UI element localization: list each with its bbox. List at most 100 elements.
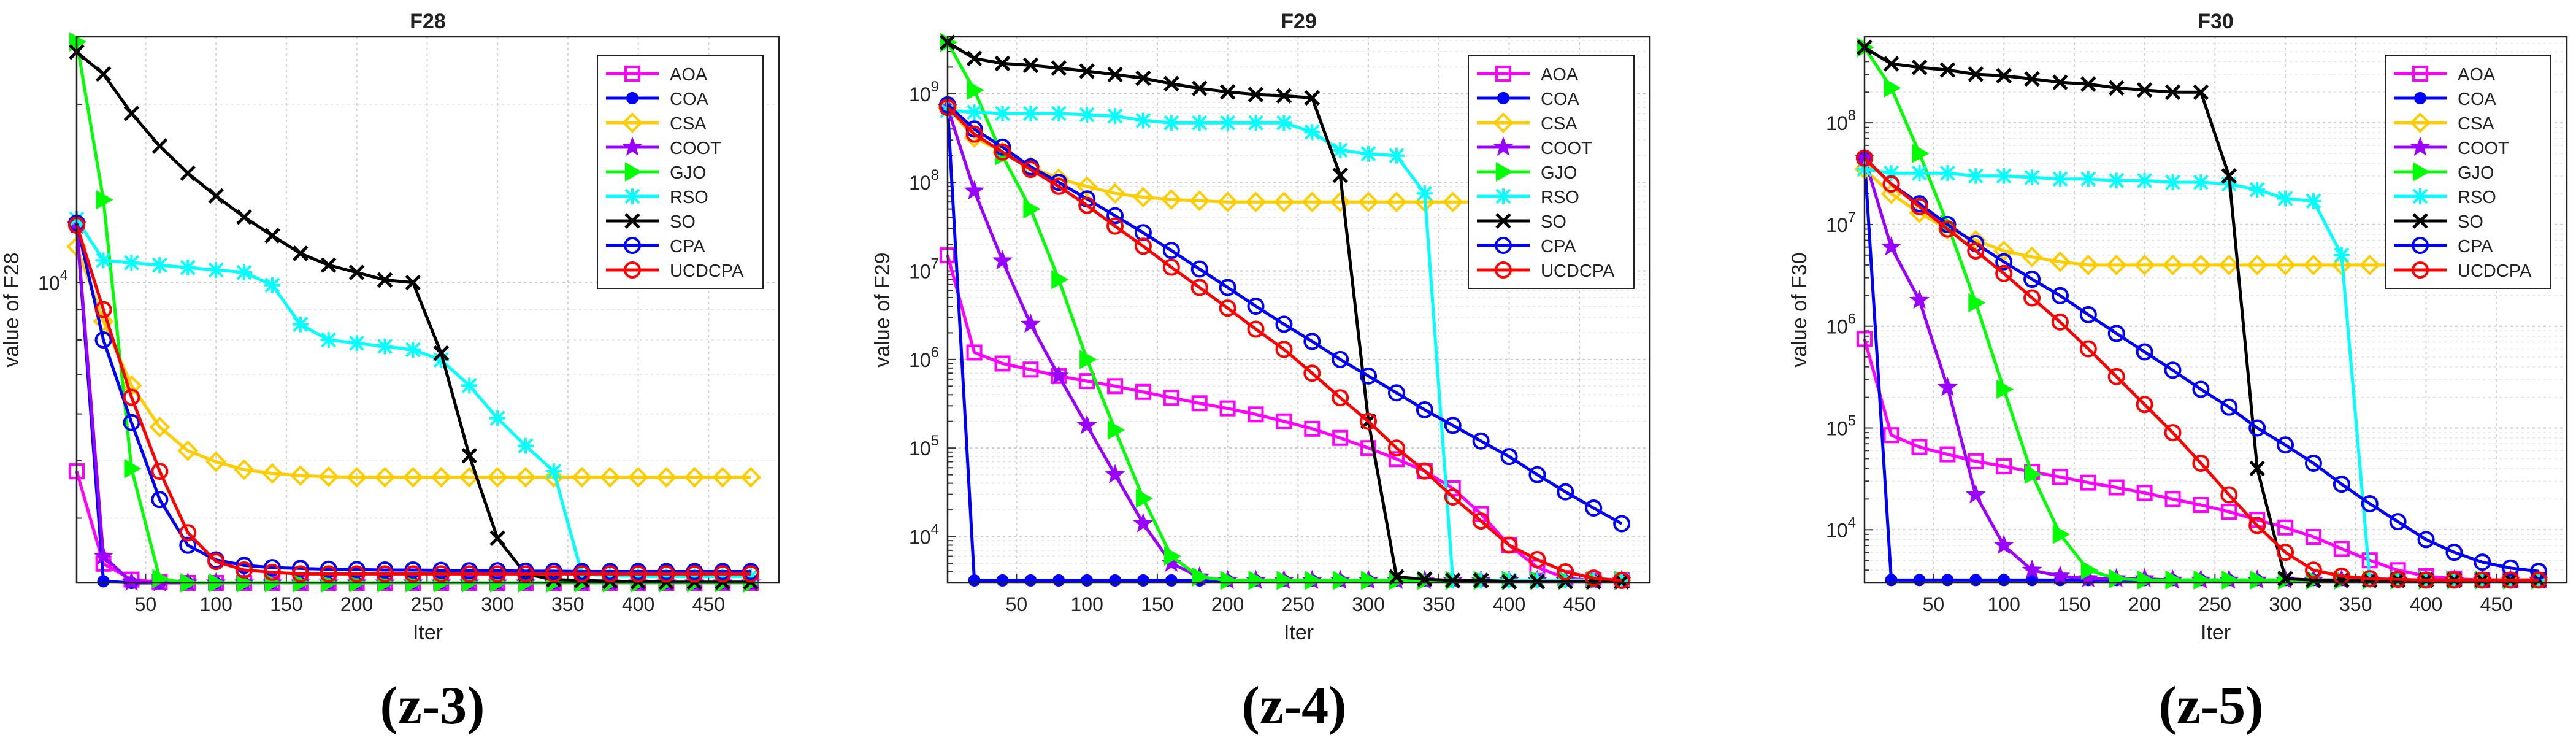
data-point-so [1248,87,1264,102]
data-point-coot [964,180,985,200]
data-point-so [1051,60,1067,76]
x-tick-label: 100 [199,593,232,615]
legend-label-coa: COA [670,90,709,109]
y-tick-label: 105 [909,433,939,460]
data-point-rso [1079,107,1095,123]
legend-label-aoa: AOA [670,65,708,85]
data-point-coa [97,575,110,588]
data-point-aoa [2193,497,2209,514]
data-point-so [994,55,1011,72]
data-point-rso [602,568,618,584]
data-point-csa [1330,191,1351,213]
legend-marker-csa [2410,112,2431,133]
legend-label-gjo: GJO [1541,163,1577,183]
data-point-rso [2277,190,2294,207]
legend-label-coot: COOT [2458,139,2509,158]
data-point-cpa [965,120,983,138]
data-point-rso [1248,115,1264,131]
data-point-so [1135,70,1151,87]
y-tick-label-exponent: 8 [1848,107,1856,124]
data-point-aoa [1107,378,1124,395]
data-point-aoa [2277,519,2294,536]
data-point-coot [1965,484,1986,504]
data-point-cpa [151,491,169,509]
data-point-coa [1969,574,1982,587]
data-point-rso [2080,171,2096,187]
legend-marker-aoa [624,66,640,82]
legend-marker-gjo [2413,162,2431,182]
data-point-cpa [263,559,281,577]
data-point-so [348,264,365,280]
data-point-coot [2022,559,2042,579]
legend-label-coa: COA [1541,90,1580,109]
data-point-aoa [1135,383,1151,400]
legend-label-so: SO [670,212,696,232]
data-point-aoa [1022,361,1039,378]
legend-marker-aoa [1495,66,1511,82]
y-axis-label: value of F30 [1788,252,1811,367]
data-point-ucdcpa [348,565,366,583]
data-point-aoa [1911,439,1928,455]
chart-title: F28 [410,10,446,33]
data-point-ucdcpa [573,565,591,583]
data-point-rso [264,277,280,293]
legend-marker-cpa [2412,237,2429,254]
data-point-csa [712,466,734,488]
data-point-cpa [2417,531,2435,549]
chart-f29: 50 100 150 200 250 300 350 400 45010410510610710… [871,10,1651,644]
data-point-aoa [1332,429,1349,446]
data-point-cpa [1585,499,1603,517]
y-tick-label: 107 [1826,209,1856,236]
data-point-cpa [1444,417,1462,434]
data-point-cpa [1106,207,1124,225]
data-point-csa [1133,187,1154,208]
legend: AOA COA CSA COOT GJO RSO SO CPA UCDCPA [2385,55,2551,289]
y-tick-label: 104 [909,522,939,549]
legend-marker-ucdcpa [2412,261,2429,279]
y-tick-label-exponent: 5 [1848,413,1856,429]
data-point-aoa [2080,474,2096,491]
data-point-ucdcpa [2277,544,2294,561]
data-point-so [1332,168,1348,183]
series-line-cpa [946,104,1623,525]
data-point-cpa [123,414,140,431]
data-point-coot [1020,313,1041,333]
data-point-gjo [1968,293,1986,313]
y-tick-label-exponent: 7 [1848,209,1856,226]
data-point-ucdcpa [207,553,225,571]
legend-label-csa: CSA [2458,114,2494,134]
data-point-ucdcpa [320,565,337,583]
data-point-csa [2275,255,2296,275]
data-point-csa [1442,191,1463,213]
data-point-ucdcpa [291,565,309,583]
y-tick-label-base: 10 [909,437,931,460]
data-point-cpa [2304,455,2322,472]
data-point-coa [1941,574,1954,587]
data-point-coot [1105,464,1125,483]
data-point-gjo [96,190,113,210]
data-point-aoa [2164,491,2181,507]
data-point-ucdcpa [2023,289,2041,307]
data-point-ucdcpa [516,565,534,583]
data-point-rso [658,568,675,585]
data-point-rso [2333,247,2350,263]
caption-z4: (z-4) [1241,676,1347,736]
data-point-ucdcpa [1106,217,1124,235]
legend-label-aoa: AOA [1541,65,1579,85]
data-point-ucdcpa [236,561,253,579]
legend-label-gjo: GJO [2458,163,2494,183]
data-point-cpa [2051,287,2069,304]
data-point-cpa [2136,343,2153,361]
legend-label-rso: RSO [2458,188,2496,207]
y-axis-label: value of F29 [871,252,894,367]
data-point-csa [1273,191,1295,213]
data-point-csa [2303,255,2324,275]
y-tick-label-exponent: 8 [931,167,939,183]
legend-marker-so [1495,213,1511,229]
data-point-coa [1998,574,2011,587]
data-point-gjo [1276,571,1294,590]
x-tick-label: 300 [1352,593,1384,615]
data-point-rso [2193,174,2209,191]
data-point-gjo [1996,379,2014,399]
